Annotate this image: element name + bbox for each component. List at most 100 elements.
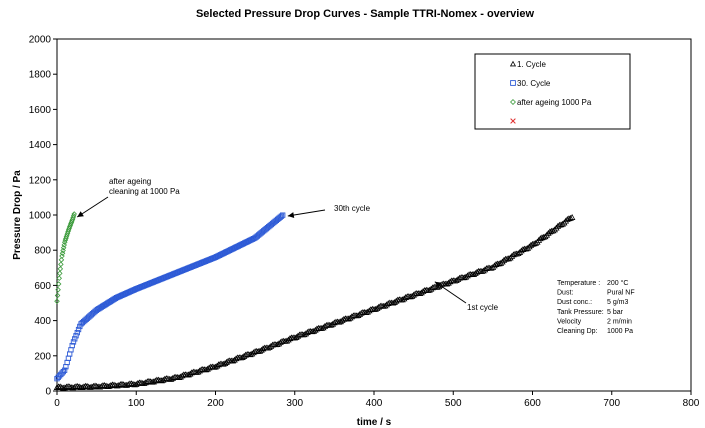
- x-tick-label: 800: [683, 398, 700, 409]
- annotation-arrowhead: [287, 212, 295, 219]
- info-box: Temperature : 200 °C Dust: Pural NF Dust con…: [557, 279, 635, 335]
- info-value: 5 g/m3: [607, 299, 629, 306]
- y-tick-label: 600: [34, 281, 51, 292]
- data-point: [567, 214, 574, 221]
- y-tick-label: 1000: [29, 211, 52, 222]
- annotation-label: 30th cycle: [334, 204, 371, 213]
- legend-marker-diamond: [510, 99, 516, 105]
- x-tick-label: 300: [286, 398, 303, 409]
- annotation-arrowhead: [434, 281, 442, 288]
- data-point: [543, 231, 551, 238]
- data-point: [557, 221, 565, 228]
- data-point: [280, 212, 286, 218]
- data-point: [93, 382, 100, 389]
- data-point: [59, 250, 66, 257]
- x-tick-label: 400: [366, 398, 383, 409]
- data-point: [312, 326, 319, 333]
- data-point: [202, 366, 210, 373]
- info-label: Cleaning Dp:: [557, 328, 598, 335]
- data-point: [497, 259, 505, 266]
- series-layer: [53, 211, 576, 391]
- data-point: [560, 219, 568, 226]
- data-point: [85, 383, 92, 390]
- y-tick-label: 1200: [29, 175, 52, 186]
- data-point: [454, 276, 462, 282]
- data-point: [552, 224, 560, 231]
- y-tick-label: 200: [34, 351, 51, 362]
- info-label: Dust conc.:: [557, 299, 592, 306]
- x-tick-label: 200: [207, 398, 224, 409]
- info-value: 200 °C: [607, 279, 628, 287]
- data-point: [118, 380, 126, 387]
- legend-box: [474, 53, 631, 130]
- data-point: [68, 347, 74, 353]
- data-point: [56, 383, 64, 390]
- legend-label: 1. Cycle: [517, 60, 546, 69]
- data-point: [56, 275, 62, 282]
- data-point: [72, 336, 78, 342]
- info-label: Temperature :: [557, 280, 600, 287]
- data-point: [461, 274, 468, 281]
- legend-marker-x: [510, 118, 516, 124]
- annotation-arrow: [434, 281, 467, 304]
- annotation-arrow: [287, 209, 326, 217]
- info-label: Tank Pressure:: [557, 309, 604, 316]
- annotation-label: 1st cycle: [467, 303, 499, 312]
- info-label: Dust:: [557, 290, 573, 297]
- data-point: [129, 380, 137, 387]
- series-triangle: [53, 214, 576, 391]
- data-point: [54, 292, 61, 299]
- data-point: [507, 254, 514, 261]
- data-point: [516, 248, 524, 255]
- data-point: [74, 382, 81, 389]
- x-tick-label: 100: [128, 398, 145, 409]
- data-point: [524, 244, 532, 251]
- data-point: [60, 247, 66, 254]
- data-point: [61, 242, 67, 248]
- annotation-label: cleaning at 1000 Pa: [109, 187, 180, 196]
- data-point: [559, 220, 566, 227]
- data-point: [75, 326, 82, 333]
- info-value: 2 m/min: [607, 318, 632, 325]
- data-point: [551, 226, 558, 233]
- data-point: [58, 257, 65, 263]
- legend: 1. Cycle 30. Cycle after ageing 1000 Pa: [474, 53, 631, 130]
- data-point: [164, 375, 172, 382]
- y-tick-label: 1400: [29, 140, 52, 151]
- data-point: [58, 384, 66, 391]
- data-point: [57, 266, 64, 272]
- data-point: [102, 382, 110, 389]
- data-point: [533, 238, 541, 245]
- legend-label: after ageing 1000 Pa: [517, 98, 592, 107]
- x-tick-label: 500: [445, 398, 462, 409]
- data-point: [54, 298, 60, 305]
- data-point: [67, 351, 73, 357]
- data-point: [55, 286, 61, 293]
- chart-title: Selected Pressure Drop Curves - Sample T…: [196, 8, 535, 20]
- data-point: [69, 342, 75, 349]
- series-square: [54, 212, 286, 382]
- data-point: [91, 382, 99, 389]
- y-tick-label: 400: [34, 316, 51, 327]
- y-tick-label: 2000: [29, 35, 52, 46]
- data-point: [568, 214, 576, 220]
- data-point: [155, 376, 162, 383]
- annotation-arrowhead: [77, 211, 84, 217]
- data-point: [514, 250, 522, 257]
- data-point: [240, 352, 248, 359]
- y-tick-label: 0: [45, 387, 51, 398]
- data-point: [75, 383, 83, 390]
- y-tick-label: 1600: [29, 105, 52, 116]
- x-axis: 0 100 200 300 400 500 600 700 800: [54, 391, 700, 409]
- data-point: [128, 380, 135, 387]
- data-point: [71, 211, 77, 217]
- info-label: Velocity: [557, 318, 582, 325]
- annotation-label: after ageing: [109, 177, 151, 186]
- y-axis-label: Pressure Drop / Pa: [12, 170, 23, 260]
- data-point: [70, 339, 77, 345]
- series-diamond: [54, 211, 77, 305]
- data-point: [55, 281, 62, 287]
- info-value: 5 bar: [607, 309, 624, 316]
- x-tick-label: 600: [524, 398, 541, 409]
